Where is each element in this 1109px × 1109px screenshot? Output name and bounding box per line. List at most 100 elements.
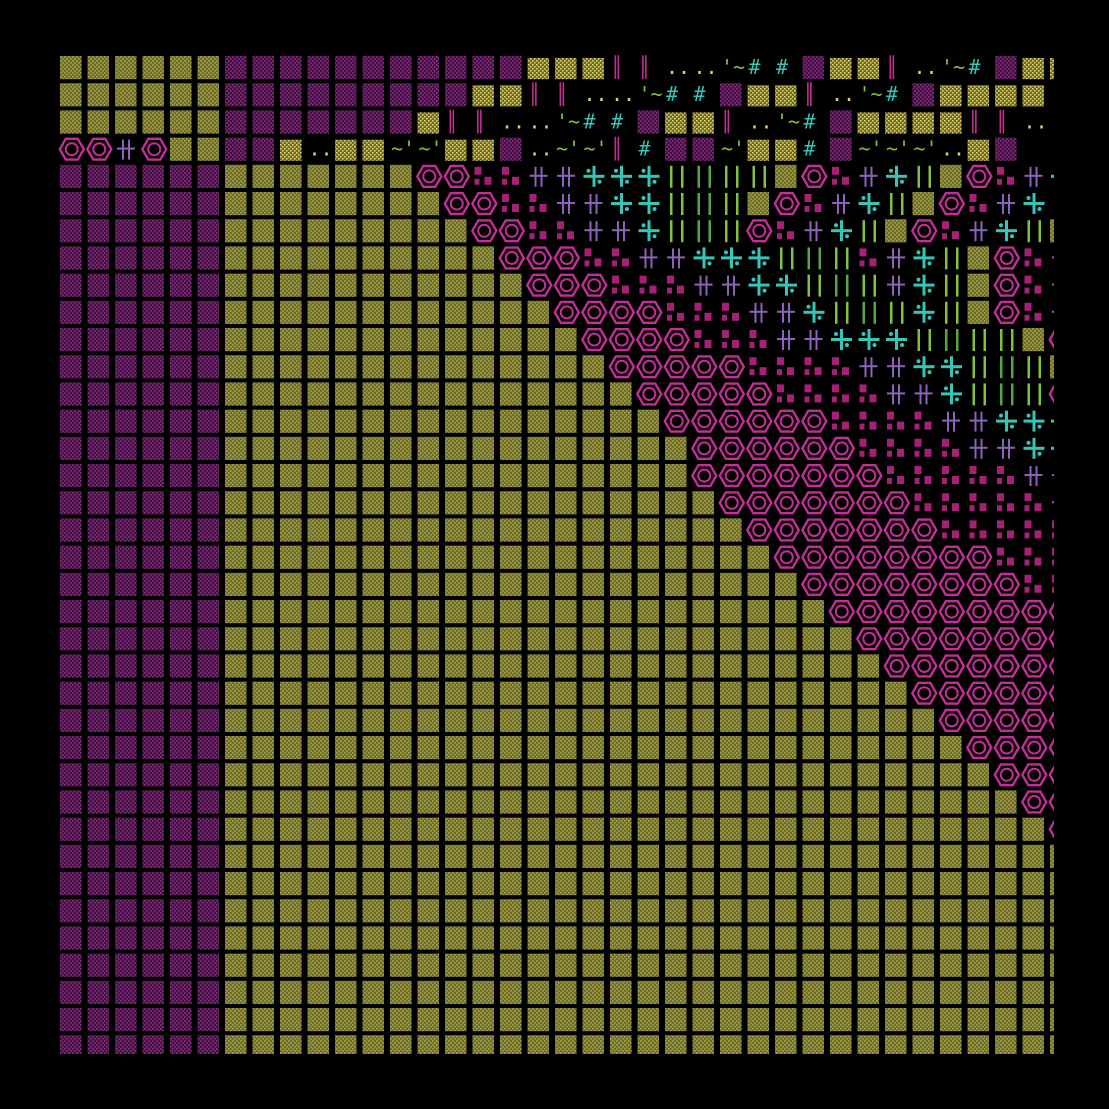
olive-column-cell xyxy=(445,545,468,569)
olive-column-cell xyxy=(802,872,826,896)
plum-column-cell xyxy=(87,300,111,324)
dash-block-icon xyxy=(1024,574,1042,593)
plum-column-cell xyxy=(60,708,83,732)
olive-column-cell xyxy=(995,1035,1018,1054)
dash-block-icon xyxy=(832,166,849,185)
olive-column-cell xyxy=(445,600,468,624)
olive-column-cell xyxy=(527,545,551,569)
plum-column-cell xyxy=(115,464,138,488)
hexagon-icon xyxy=(938,708,1054,732)
dash-block-icon xyxy=(1052,574,1054,593)
olive-column-cell xyxy=(225,872,248,896)
olive-column-cell xyxy=(665,491,688,515)
olive-column-cell xyxy=(280,382,303,406)
olive-column-cell xyxy=(335,464,358,488)
plum-column-cell xyxy=(170,1008,193,1032)
header-plum-cell xyxy=(720,83,743,107)
olive-column-cell xyxy=(252,790,276,814)
olive-column-cell xyxy=(830,817,853,841)
dash-block-icon xyxy=(502,194,519,212)
dash-block-icon xyxy=(749,357,767,376)
olive-column-cell xyxy=(747,926,771,950)
olive-column-cell xyxy=(472,899,496,923)
khaki-block xyxy=(775,139,797,161)
double-cross-icon xyxy=(1052,256,1054,259)
hexagon-icon xyxy=(635,382,773,406)
plum-column-cell xyxy=(115,491,138,515)
plum-column-cell xyxy=(115,736,138,760)
asterisk-icon xyxy=(583,165,605,187)
olive-column-cell xyxy=(637,600,661,624)
olive-column-cell xyxy=(912,708,936,732)
olive-column-cell xyxy=(335,763,358,787)
olive-column-cell xyxy=(417,572,441,596)
olive-column-cell xyxy=(582,600,606,624)
olive-column-cell xyxy=(252,464,276,488)
plum-column-cell xyxy=(170,545,193,569)
dot-pair-glyph: .. xyxy=(501,109,525,133)
olive-column-cell xyxy=(362,491,386,515)
plum-column-cell xyxy=(115,600,138,624)
plum-column-cell xyxy=(60,627,83,651)
double-bar-glyph: ║ xyxy=(804,82,816,106)
olive-column-cell xyxy=(720,681,743,705)
vertical-bar-icon xyxy=(752,165,766,188)
plum-column-cell xyxy=(60,192,83,216)
olive-column-cell xyxy=(830,1008,853,1032)
olive-column-cell xyxy=(307,545,331,569)
olive-column-cell xyxy=(500,763,523,787)
olive-column-cell xyxy=(692,844,716,868)
olive-column-cell xyxy=(582,980,606,1004)
dash-block-icon xyxy=(1024,248,1042,267)
olive-column-cell xyxy=(252,708,276,732)
olive-column-cell xyxy=(362,300,386,324)
olive-column-cell xyxy=(307,192,331,216)
hash-glyph: # xyxy=(584,109,596,133)
plum-column-cell xyxy=(142,980,166,1004)
double-cross-icon xyxy=(667,248,685,269)
olive-column-cell xyxy=(307,627,331,651)
vertical-bar-icon xyxy=(1000,383,1014,406)
plum-column-cell xyxy=(115,980,138,1004)
khaki-block xyxy=(527,58,549,80)
olive-column-cell xyxy=(995,953,1018,977)
olive-column-cell xyxy=(582,382,606,406)
olive-column-cell xyxy=(252,409,276,433)
olive-column-cell xyxy=(417,273,441,297)
olive-column-cell xyxy=(995,980,1018,1004)
olive-column-cell xyxy=(362,164,386,188)
olive-column-cell xyxy=(252,1035,276,1054)
plum-column-cell xyxy=(170,464,193,488)
olive-column-cell xyxy=(252,382,276,406)
olive-column-cell xyxy=(720,899,743,923)
dot-pair-glyph: .. xyxy=(584,82,608,106)
olive-column-cell xyxy=(362,409,386,433)
plum-column-cell xyxy=(115,926,138,950)
olive-column-cell xyxy=(417,953,441,977)
olive-column-cell xyxy=(1022,953,1046,977)
olive-column-cell xyxy=(582,436,606,460)
olive-column-cell xyxy=(830,681,853,705)
vertical-bar-icon xyxy=(807,274,821,297)
olive-column-cell xyxy=(252,219,276,243)
olive-column-cell xyxy=(307,708,331,732)
dash-block-icon xyxy=(1024,275,1042,294)
dash-block-icon xyxy=(942,438,959,457)
olive-column-cell xyxy=(252,681,276,705)
olive-column-cell xyxy=(472,572,496,596)
olive-column-cell xyxy=(555,1035,578,1054)
olive-column-cell xyxy=(527,572,551,596)
olive-column-cell xyxy=(362,899,386,923)
olive-column-cell xyxy=(362,572,386,596)
olive-column-cell xyxy=(417,708,441,732)
olive-column-cell xyxy=(555,926,578,950)
olive-column-cell xyxy=(857,708,881,732)
olive-column-cell xyxy=(527,980,551,1004)
header-olive-cell xyxy=(170,83,193,107)
olive-column-cell xyxy=(445,817,468,841)
plum-column-cell xyxy=(170,953,193,977)
header-plum-cell xyxy=(390,56,413,80)
olive-column-cell xyxy=(527,355,551,379)
olive-column-cell xyxy=(775,1035,798,1054)
dot-pair-glyph: .. xyxy=(666,55,690,79)
